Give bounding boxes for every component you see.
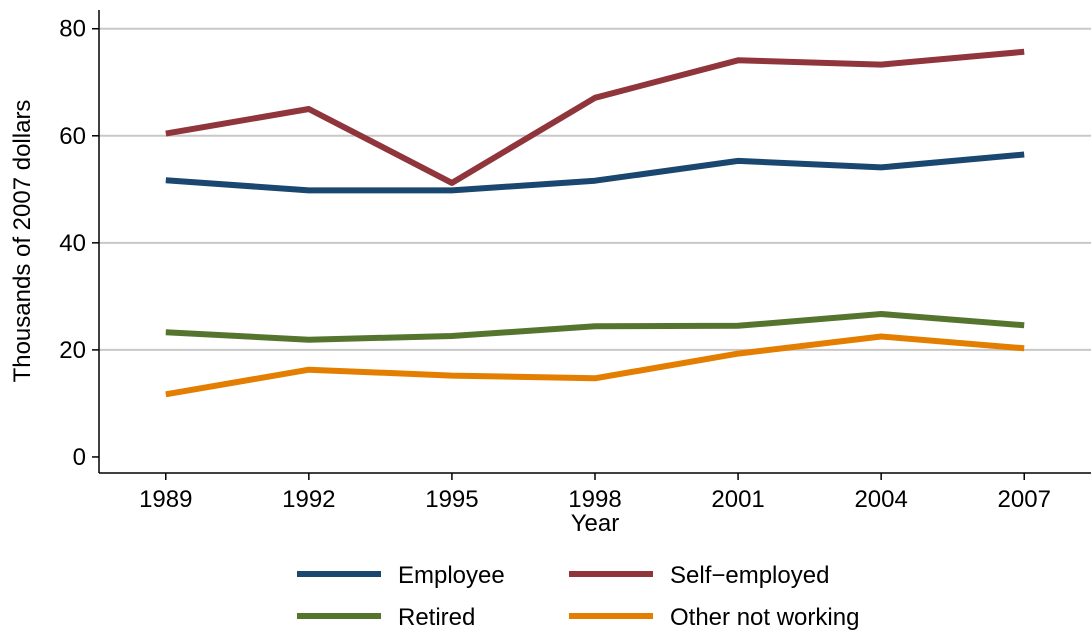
x-tick-label-6: 2007 [998, 486, 1051, 513]
y-tick-label-0: 0 [73, 444, 86, 471]
series-line-1 [165, 48, 1025, 186]
series-lines [165, 48, 1025, 398]
x-tick-label-2: 1995 [425, 486, 478, 513]
y-tick-label-3: 60 [59, 123, 86, 150]
x-axis-title: Year [571, 510, 620, 537]
legend: Employee Self−employed Retired Other not wo… [297, 562, 859, 631]
x-tick-label-4: 2001 [711, 486, 764, 513]
x-tick-label-3: 1998 [568, 486, 621, 513]
legend-label-1: Self−employed [670, 562, 829, 589]
x-tick-label-1: 1992 [282, 486, 335, 513]
x-axis-ticks: 1989 1992 1995 1998 2001 2004 2007 [139, 473, 1051, 513]
y-axis-ticks: 0 20 40 60 80 [59, 16, 99, 471]
legend-label-0: Employee [398, 562, 505, 589]
gridlines [99, 27, 1091, 351]
y-tick-label-2: 40 [59, 230, 86, 257]
y-axis-title: Thousands of 2007 dollars [9, 100, 36, 383]
axes [98, 10, 1091, 474]
series-line-0 [165, 151, 1025, 194]
series-line-2 [165, 311, 1025, 343]
legend-label-3: Other not working [670, 604, 859, 631]
y-tick-label-1: 20 [59, 337, 86, 364]
x-tick-label-0: 1989 [139, 486, 192, 513]
y-tick-label-4: 80 [59, 16, 86, 43]
x-tick-label-5: 2004 [854, 486, 907, 513]
series-line-3 [165, 333, 1025, 398]
legend-label-2: Retired [398, 604, 475, 631]
